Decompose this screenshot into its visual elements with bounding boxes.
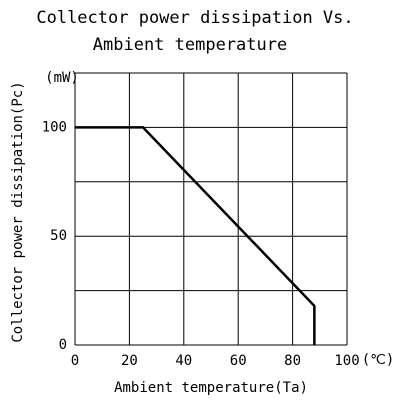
x-tick-label: 0 — [71, 353, 79, 369]
x-tick-label: 80 — [284, 353, 301, 369]
x-tick-label: 20 — [121, 353, 138, 369]
y-axis-label: Collector power dissipation(Pc) — [10, 81, 26, 342]
x-tick-label: 40 — [175, 353, 192, 369]
y-unit: (mW) — [45, 70, 79, 86]
y-tick-label: 0 — [59, 337, 67, 353]
y-tick-label: 50 — [50, 228, 67, 244]
chart-title: Collector power dissipation Vs. — [36, 8, 353, 28]
x-axis-label: Ambient temperature(Ta) — [114, 380, 308, 396]
x-unit: (℃) — [362, 352, 395, 368]
x-tick-label: 100 — [334, 353, 359, 369]
chart-title: Ambient temperature — [93, 35, 287, 55]
x-tick-label: 60 — [230, 353, 247, 369]
data-line — [75, 126, 316, 345]
y-tick-label: 100 — [42, 119, 67, 135]
